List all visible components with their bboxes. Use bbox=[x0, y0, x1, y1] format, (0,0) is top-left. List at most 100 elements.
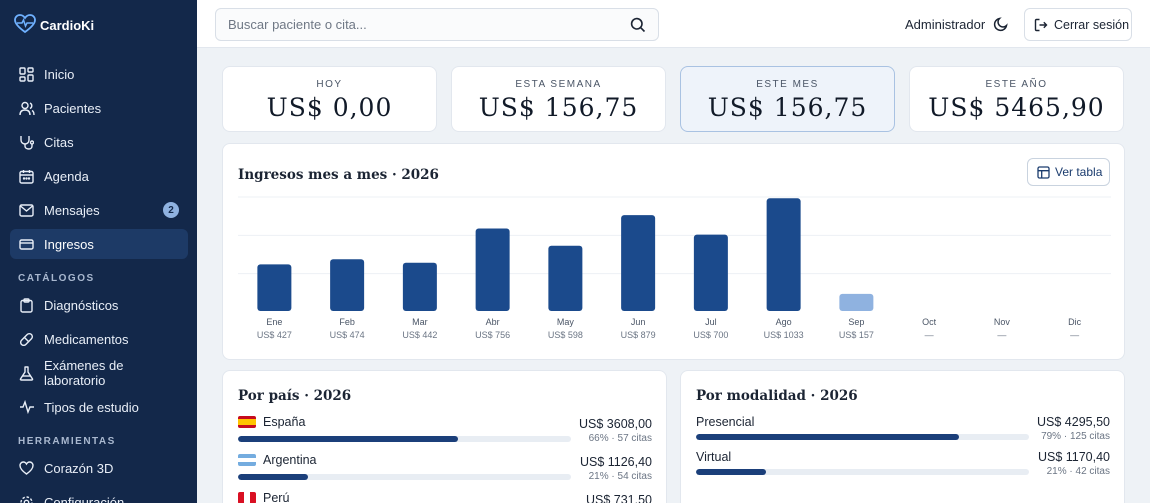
stat-value: US$ 156,75 bbox=[707, 93, 868, 122]
bar-value-label: US$ 1033 bbox=[764, 330, 804, 340]
bar-value-label: US$ 442 bbox=[402, 330, 437, 340]
country-panel: Por país · 2026 España US$ 3608,00 66% ·… bbox=[222, 370, 667, 503]
sidebar-item-medicamentos[interactable]: Medicamentos bbox=[10, 324, 188, 354]
sidebar: CardioKi Inicio Pacientes Citas Agenda M… bbox=[0, 0, 197, 503]
country-name: Perú bbox=[263, 491, 290, 503]
sidebar-item-label: Inicio bbox=[44, 66, 75, 82]
modality-share-bar bbox=[696, 434, 1029, 440]
search-input[interactable] bbox=[216, 9, 596, 40]
sidebar-item-citas[interactable]: Citas bbox=[10, 127, 188, 157]
search-icon[interactable] bbox=[630, 17, 646, 38]
sidebar-item-corazon-3d[interactable]: Corazón 3D bbox=[10, 453, 188, 483]
grid-icon bbox=[18, 66, 35, 83]
app-name: CardioKi bbox=[40, 18, 95, 33]
sidebar-item-label: Agenda bbox=[44, 168, 89, 184]
view-table-button[interactable]: Ver tabla bbox=[1027, 158, 1110, 186]
bar-value-label: US$ 756 bbox=[475, 330, 510, 340]
sidebar-item-inicio[interactable]: Inicio bbox=[10, 59, 188, 89]
bar-sep[interactable] bbox=[839, 293, 874, 311]
heart-logo-icon bbox=[14, 14, 36, 37]
sidebar-item-agenda[interactable]: Agenda bbox=[10, 161, 188, 191]
sidebar-item-label: Ingresos bbox=[44, 236, 94, 252]
bar-value-label: — bbox=[997, 330, 1006, 340]
country-share-bar bbox=[238, 436, 571, 442]
activity-icon bbox=[18, 399, 35, 416]
sidebar-item-diagnosticos[interactable]: Diagnósticos bbox=[10, 290, 188, 320]
sidebar-item-label: Corazón 3D bbox=[44, 460, 114, 476]
bar-jun[interactable] bbox=[621, 215, 656, 311]
country-share-fill bbox=[238, 474, 308, 480]
bar-ene[interactable] bbox=[257, 264, 292, 311]
sidebar-item-configuracion[interactable]: Configuración bbox=[10, 487, 188, 503]
stat-card-anio: ESTE AÑO US$ 5465,90 bbox=[909, 66, 1124, 132]
user-name[interactable]: Administrador bbox=[905, 17, 986, 32]
country-amount: US$ 731,50 bbox=[585, 493, 652, 503]
country-share-bar bbox=[238, 474, 571, 480]
modality-name: Presencial bbox=[696, 415, 755, 429]
x-tick-label: Ago bbox=[776, 317, 792, 327]
sidebar-item-examenes[interactable]: Exámenes de laboratorio bbox=[10, 358, 188, 388]
modality-share-bar bbox=[696, 469, 1029, 475]
sidebar-item-label: Medicamentos bbox=[44, 331, 129, 347]
stat-label: ESTE AÑO bbox=[985, 79, 1048, 90]
section-label-herramientas: HERRAMIENTAS bbox=[18, 436, 116, 447]
bar-ago[interactable] bbox=[766, 198, 801, 311]
stat-card-mes: ESTE MES US$ 156,75 bbox=[680, 66, 895, 132]
x-tick-label: Feb bbox=[339, 317, 355, 327]
x-tick-label: Sep bbox=[848, 317, 864, 327]
x-tick-label: Oct bbox=[922, 317, 937, 327]
flask-icon bbox=[18, 365, 35, 382]
bar-abr[interactable] bbox=[475, 228, 510, 311]
sidebar-item-pacientes[interactable]: Pacientes bbox=[10, 93, 188, 123]
stat-label: ESTA SEMANA bbox=[515, 79, 602, 90]
country-sub: 21% · 54 citas bbox=[588, 471, 652, 482]
x-tick-label: Mar bbox=[412, 317, 428, 327]
bar-may[interactable] bbox=[548, 245, 583, 311]
panel-title: Por modalidad · 2026 bbox=[696, 388, 858, 404]
stat-value: US$ 0,00 bbox=[266, 93, 393, 122]
stat-label: HOY bbox=[316, 79, 343, 90]
panel-title: Ingresos mes a mes · 2026 bbox=[238, 167, 439, 183]
pill-icon bbox=[18, 331, 35, 348]
sidebar-item-ingresos[interactable]: Ingresos bbox=[10, 229, 188, 259]
peru-flag-icon bbox=[238, 492, 256, 503]
users-icon bbox=[18, 100, 35, 117]
modality-sub: 79% · 125 citas bbox=[1041, 431, 1110, 442]
stat-label: ESTE MES bbox=[756, 79, 819, 90]
x-tick-label: Nov bbox=[994, 317, 1011, 327]
x-tick-label: Ene bbox=[266, 317, 282, 327]
bar-value-label: US$ 157 bbox=[839, 330, 874, 340]
income-icon bbox=[18, 236, 35, 253]
x-tick-label: Jun bbox=[631, 317, 646, 327]
logout-button[interactable]: Cerrar sesión bbox=[1024, 8, 1132, 41]
bar-jul[interactable] bbox=[693, 234, 728, 311]
modality-panel: Por modalidad · 2026 Presencial US$ 4295… bbox=[680, 370, 1125, 503]
sidebar-item-label: Exámenes de laboratorio bbox=[43, 358, 124, 388]
clipboard-icon bbox=[18, 297, 35, 314]
bar-mar[interactable] bbox=[402, 262, 437, 311]
spain-flag-icon bbox=[238, 416, 256, 428]
dark-mode-toggle-icon[interactable] bbox=[993, 16, 1009, 37]
calendar-icon bbox=[18, 168, 35, 185]
country-amount: US$ 1126,40 bbox=[579, 455, 652, 469]
sidebar-item-label: Configuración bbox=[44, 494, 125, 503]
monthly-income-panel: Ingresos mes a mes · 2026 Ver tabla Ene U… bbox=[222, 143, 1125, 360]
sidebar-item-label: Mensajes bbox=[44, 202, 100, 218]
country-amount: US$ 3608,00 bbox=[579, 417, 652, 431]
sidebar-item-mensajes[interactable]: Mensajes 2 bbox=[10, 195, 188, 225]
country-sub: 66% · 57 citas bbox=[588, 433, 652, 444]
modality-name: Virtual bbox=[696, 450, 732, 464]
sidebar-item-tipos-estudio[interactable]: Tipos de estudio bbox=[10, 392, 188, 422]
stat-card-semana: ESTA SEMANA US$ 156,75 bbox=[451, 66, 666, 132]
logout-icon bbox=[1034, 18, 1048, 32]
modality-amount: US$ 4295,50 bbox=[1037, 415, 1110, 429]
monthly-bar-chart: Ene US$ 427 Feb US$ 474 Mar US$ 442 Abr US$ 756… bbox=[238, 196, 1111, 340]
country-name: Argentina bbox=[263, 453, 317, 467]
sidebar-item-label: Diagnósticos bbox=[44, 297, 119, 313]
sidebar-item-label: Pacientes bbox=[44, 100, 102, 116]
app-logo[interactable]: CardioKi bbox=[14, 14, 94, 37]
bar-value-label: US$ 427 bbox=[257, 330, 292, 340]
country-share-fill bbox=[238, 436, 458, 442]
bar-feb[interactable] bbox=[330, 259, 365, 311]
section-label-catalogos: CATÁLOGOS bbox=[18, 273, 95, 284]
